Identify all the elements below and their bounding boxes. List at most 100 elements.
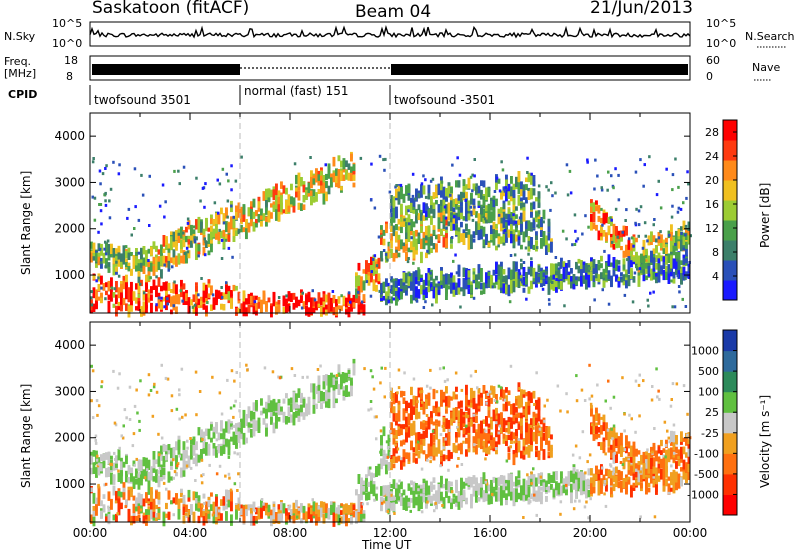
power-cell [402,285,406,293]
velocity-cell [145,457,148,468]
velocity-cell [612,472,616,483]
velocity-cell [402,449,406,458]
velocity-cell [155,516,158,521]
power-cell [347,306,351,318]
power-cell [252,224,256,232]
velocity-cell [457,419,461,425]
velocity-cell [306,375,309,379]
velocity-cell [475,403,478,412]
power-cell [675,258,679,262]
velocity-cell [395,413,398,422]
velocity-cell [147,471,151,480]
velocity-cell [472,485,476,495]
power-cell [257,196,261,206]
velocity-cell [160,466,163,477]
power-cell [662,256,666,262]
power-cell [665,247,668,259]
power-cell [602,268,606,278]
power-cell [682,247,685,251]
velocity-cell [247,425,251,433]
velocity-cell [437,411,441,417]
power-cell [525,228,528,238]
power-cell [422,215,426,221]
power-cell [148,224,151,227]
power-cell [624,219,627,222]
velocity-cell [460,388,464,392]
velocity-cell [330,378,333,388]
velocity-cell [180,488,183,495]
power-cell [560,273,563,284]
velocity-cell [505,428,508,433]
velocity-cell [437,443,441,454]
velocity-cell [442,422,446,428]
velocity-cell [669,404,673,408]
velocity-cell [443,379,447,383]
power-cell [477,213,481,224]
velocity-cell [162,467,166,476]
power-cell [390,296,393,303]
velocity-cell [505,420,508,426]
velocity-cell [590,426,593,435]
power-cell [562,271,566,280]
power-cell [542,231,546,236]
power-cell [467,210,471,215]
power-cell [195,236,198,241]
velocity-cell [462,428,466,434]
velocity-cell [587,493,591,498]
velocity-cell [662,470,666,481]
velocity-cell [350,385,353,397]
power-cell [155,257,158,268]
power-cell [600,263,603,269]
power-cell [455,230,458,235]
power-cell [450,215,453,227]
power-cell [337,169,341,179]
velocity-cell [395,419,398,426]
power-cell [207,237,211,244]
velocity-cell [285,515,288,522]
velocity-cell [302,513,306,520]
power-cell [590,213,593,222]
velocity-cell [410,487,413,495]
velocity-cell [497,434,501,445]
power-cell [672,236,676,249]
power-cell [425,288,428,298]
power-cell [520,183,523,190]
power-cell [687,182,690,186]
power-cell [142,246,146,255]
velocity-cell [510,417,513,428]
velocity-cell [588,397,591,401]
velocity-cell [667,454,671,463]
power-cell [95,252,98,262]
velocity-cell [442,437,446,443]
velocity-cell [370,478,373,486]
power-cell [665,167,668,171]
power-cell [172,238,176,248]
velocity-cell [470,400,473,408]
power-cell [402,279,406,291]
power-cell [437,289,441,295]
power-cell [137,263,141,276]
power-cell [542,272,546,278]
velocity-cell [252,428,256,437]
power-cell [515,206,518,211]
velocity-cell [435,447,438,457]
power-cell [412,198,416,210]
power-cell [186,217,190,221]
power-cell [224,238,228,242]
velocity-cell [492,437,496,449]
velocity-cell [302,412,306,420]
power-cell [197,246,201,252]
power-cell [120,261,123,268]
power-cell [440,180,444,184]
power-cell [445,188,448,200]
power-cell [670,255,673,267]
velocity-cell [652,468,656,474]
velocity-cell [600,487,603,494]
velocity-cell [650,472,653,484]
velocity-cell [147,514,151,521]
velocity-cell [647,482,651,488]
power-cell [687,266,691,272]
velocity-cell [217,513,221,519]
power-cell [665,270,668,280]
velocity-cell [310,507,313,518]
